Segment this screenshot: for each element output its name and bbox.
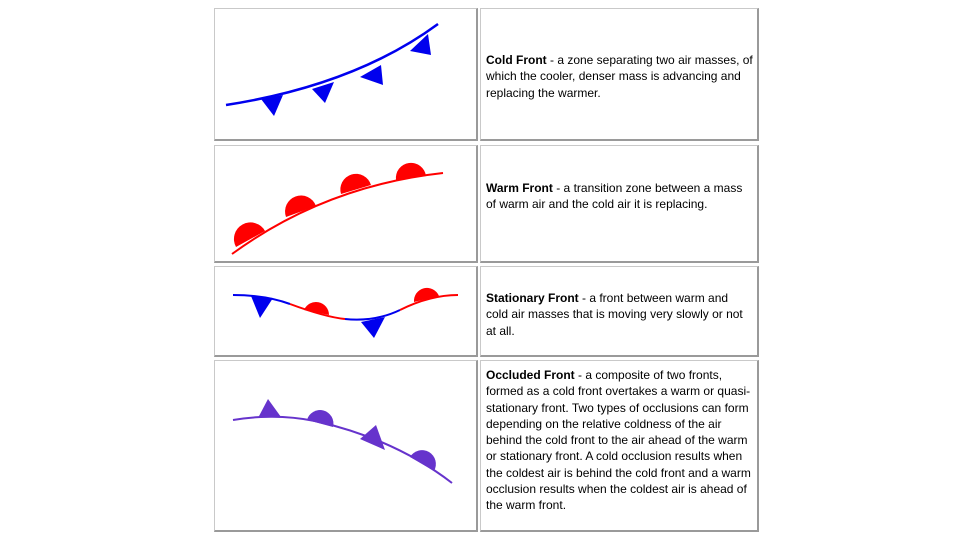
fronts-table: Cold Front - a zone separating two air m… [212, 8, 760, 532]
occluded-front-triangle [360, 425, 385, 450]
cold-front-description-cell: Cold Front - a zone separating two air m… [480, 8, 759, 141]
occluded-front-symbol-cell [214, 360, 478, 532]
cold-front-triangle [410, 34, 431, 55]
stationary-front-symbol-cell [214, 266, 478, 357]
cold-front-triangle [261, 95, 283, 116]
cold-front-triangle [312, 82, 334, 103]
warm-front-symbol-cell [214, 145, 478, 263]
occluded-front-line [232, 415, 453, 484]
stationary-front-cold-segment [344, 309, 401, 321]
occluded-front-term: Occluded Front [486, 368, 575, 382]
stationary-front-semicircle [413, 287, 439, 302]
cold-front-definition: - a zone separating two air masses, of w… [486, 53, 753, 100]
stationary-front-term: Stationary Front [486, 291, 579, 305]
warm-front-semicircle [285, 195, 316, 217]
cold-front-term: Cold Front [486, 53, 547, 67]
cold-front-description: Cold Front - a zone separating two air m… [486, 52, 753, 101]
stationary-front-warm-segment [399, 294, 459, 311]
stationary-front-description: Stationary Front - a front between warm … [486, 290, 753, 339]
warm-front-semicircle [340, 173, 371, 194]
occluded-front-definition: - a composite of two fronts, formed as a… [486, 368, 751, 513]
warm-front-description-cell: Warm Front - a transition zone between a… [480, 145, 759, 263]
warm-front-semicircle [395, 162, 426, 180]
stationary-front-triangle [361, 317, 385, 338]
stationary-front-triangle [251, 296, 273, 318]
cold-front-symbol-cell [214, 8, 478, 141]
warm-front-line [231, 172, 444, 255]
cold-front-line [225, 22, 439, 107]
stationary-front-semicircle [304, 302, 329, 315]
occluded-front-semicircle [307, 410, 334, 427]
stationary-front-definition: - a front between warm and cold air mass… [486, 291, 743, 338]
warm-front-description: Warm Front - a transition zone between a… [486, 180, 753, 213]
occluded-front-symbol [232, 399, 453, 484]
occluded-front-description: Occluded Front - a composite of two fron… [486, 367, 753, 514]
stationary-front-warm-segment [289, 303, 346, 320]
cold-front-triangle [360, 65, 383, 85]
occluded-front-description-cell: Occluded Front - a composite of two fron… [480, 360, 759, 532]
occluded-front-semicircle [410, 450, 436, 471]
stationary-front-description-cell: Stationary Front - a front between warm … [480, 266, 759, 357]
occluded-front-triangle [258, 399, 281, 418]
cold-front-symbol [225, 22, 439, 116]
warm-front-symbol [231, 162, 444, 255]
warm-front-term: Warm Front [486, 181, 553, 195]
warm-front-semicircle [233, 222, 265, 247]
warm-front-definition: - a transition zone between a mass of wa… [486, 181, 743, 212]
stationary-front-symbol [232, 287, 459, 338]
